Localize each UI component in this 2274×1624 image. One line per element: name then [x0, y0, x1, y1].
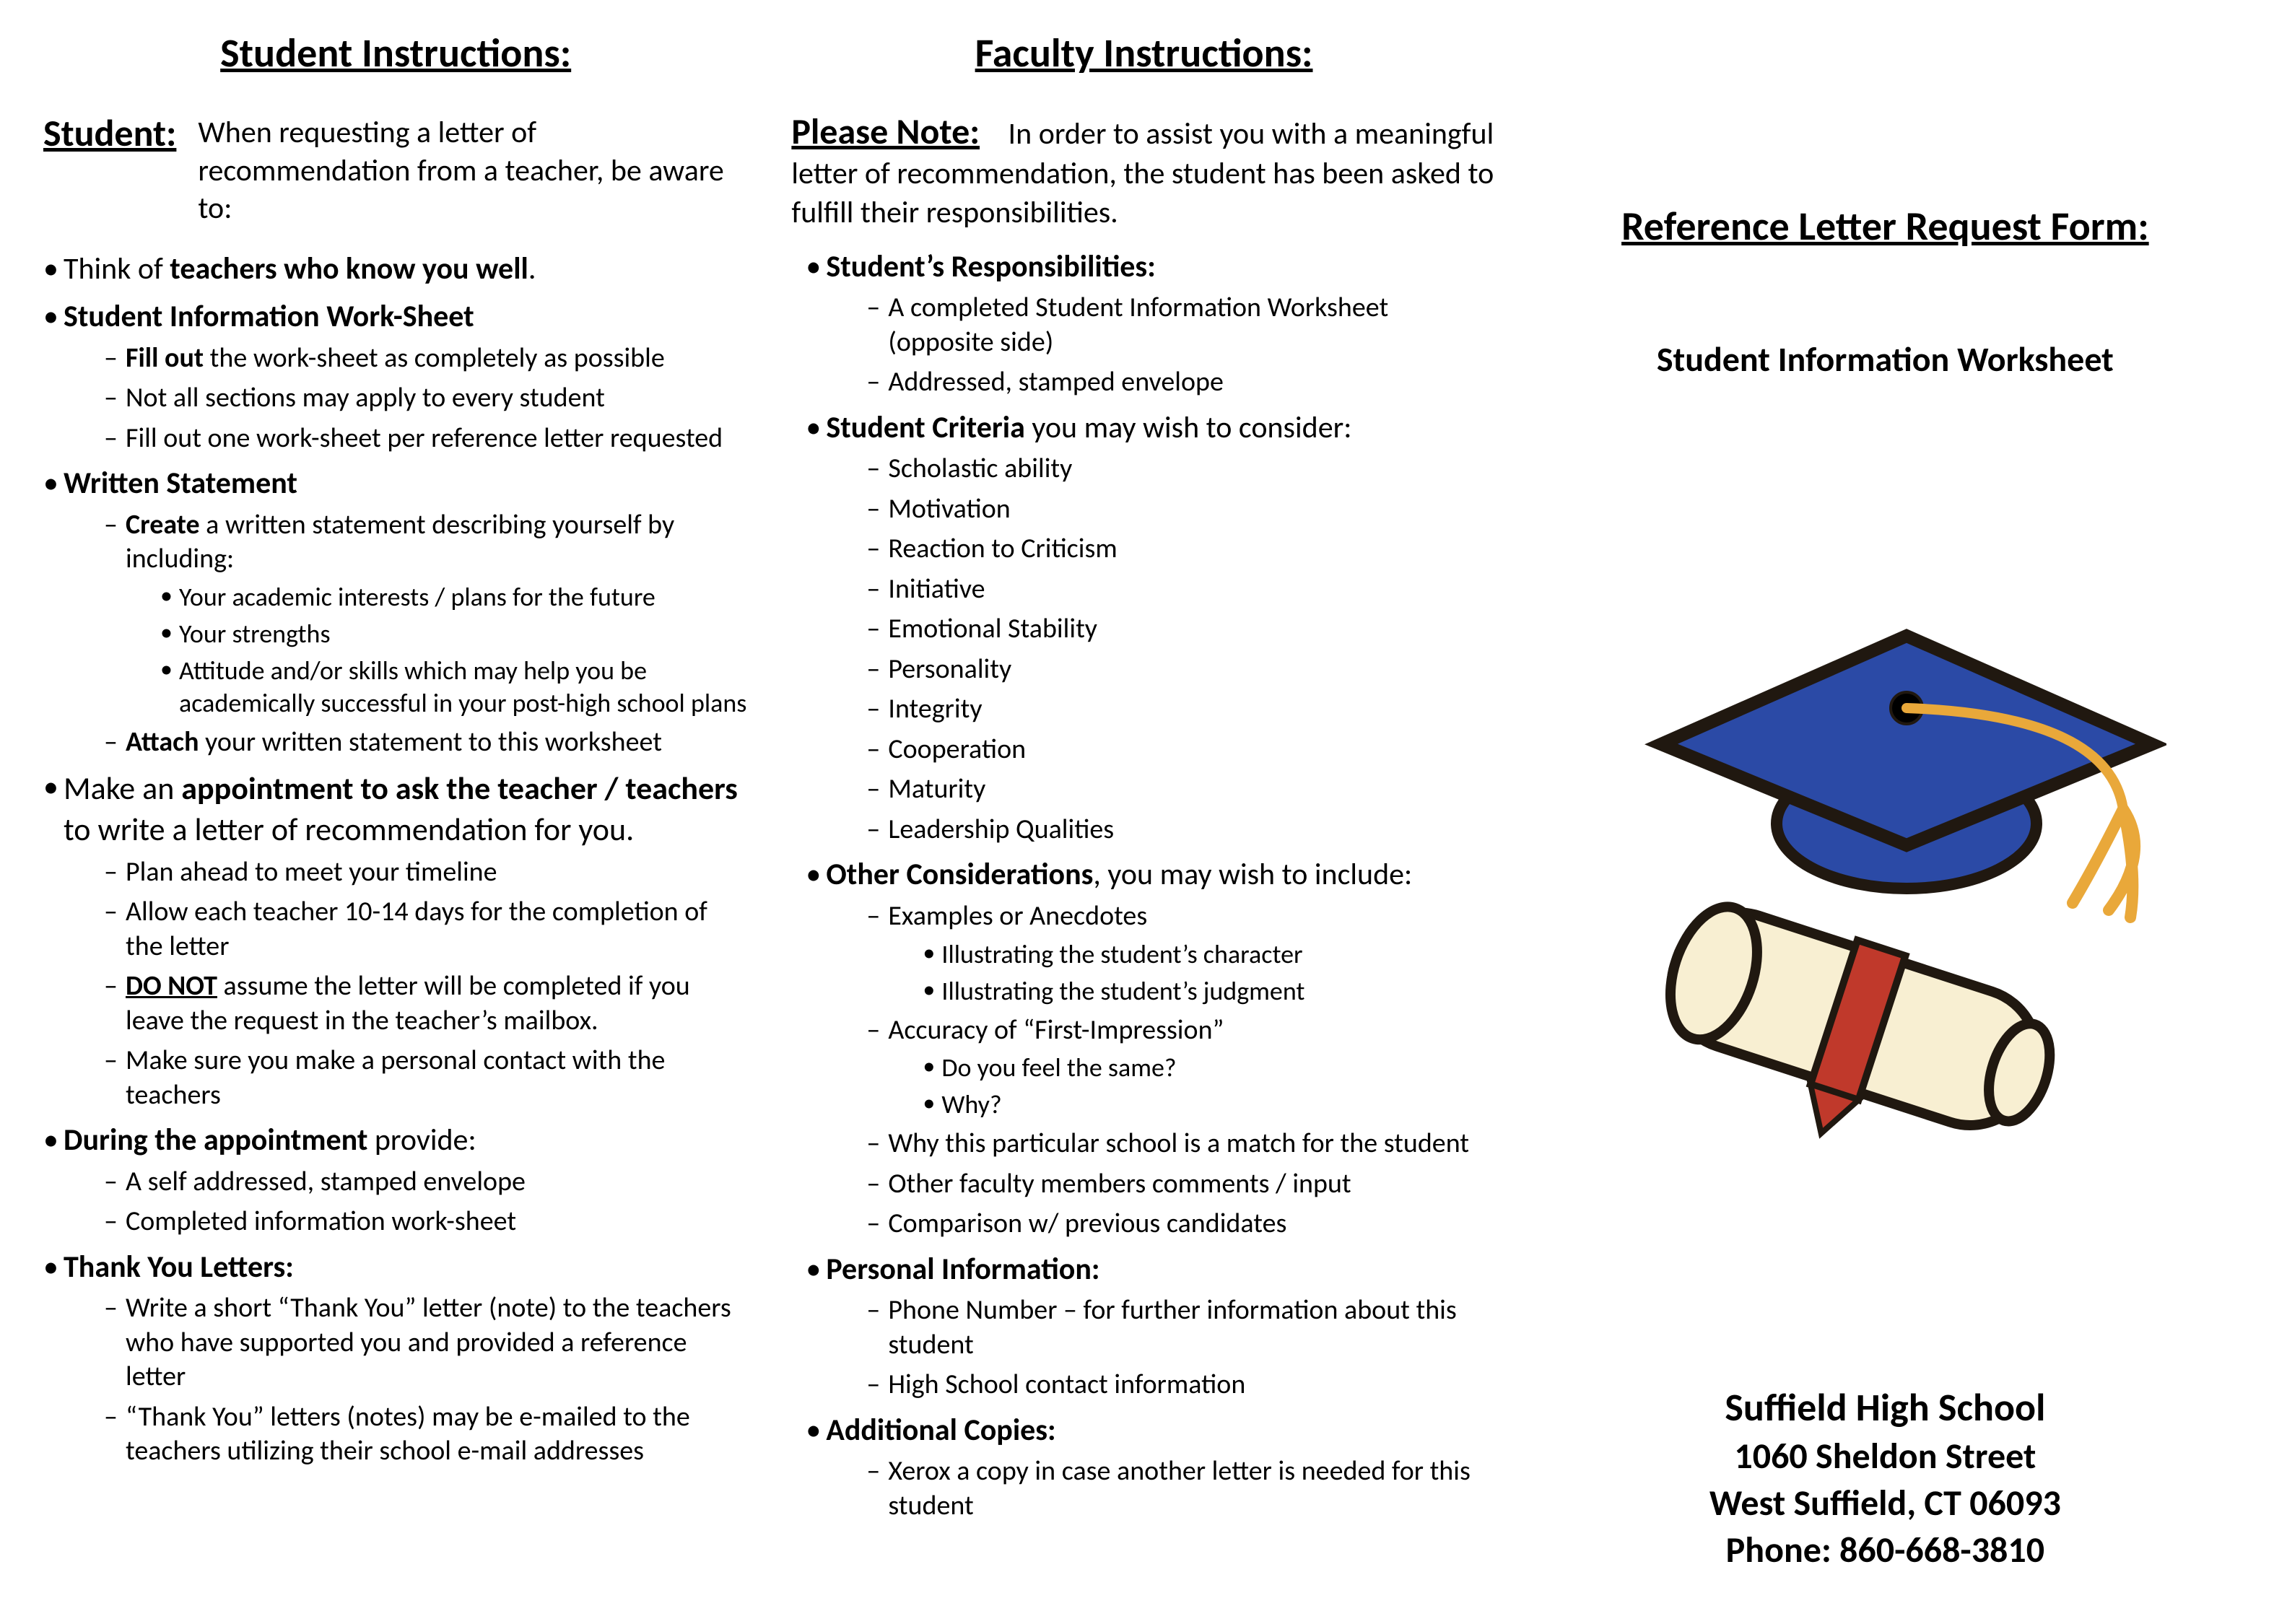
cover-title: Reference Letter Request Form:	[1540, 202, 2231, 251]
graduation-cap-diploma-icon	[1603, 607, 2166, 1156]
crit-motivation: Motivation	[866, 492, 1496, 527]
student-item-appointment: Make an appointment to ask the teacher /…	[43, 768, 748, 1112]
crit-scholastic: Scholastic ability	[866, 452, 1496, 486]
other-anecdotes: Examples or Anecdotes Illustrating the s…	[866, 899, 1496, 1008]
faculty-item-personal-info: Personal Information: Phone Number – for…	[806, 1250, 1496, 1402]
statement-attitude-skills: Attitude and/or skills which may help yo…	[160, 655, 748, 720]
school-street: 1060 Sheldon Street	[1540, 1433, 2231, 1480]
crit-leadership: Leadership Qualities	[866, 813, 1496, 847]
faculty-item-criteria: Student Criteria you may wish to conside…	[806, 409, 1496, 847]
faculty-item-responsibilities: Student’s Responsibilities: A completed …	[806, 248, 1496, 400]
cover-column: Reference Letter Request Form: Student I…	[1518, 29, 2252, 1595]
crit-initiative: Initiative	[866, 572, 1496, 607]
faculty-lead: Please Note: In order to assist you with…	[791, 114, 1496, 233]
worksheet-not-all-sections: Not all sections may apply to every stud…	[104, 381, 748, 416]
crit-maturity: Maturity	[866, 772, 1496, 807]
other-school-match: Why this particular school is a match fo…	[866, 1127, 1496, 1161]
pi-phone: Phone Number – for further information a…	[866, 1293, 1496, 1362]
school-city: West Suffield, CT 06093	[1540, 1480, 2231, 1527]
faculty-lead-label: Please Note:	[791, 110, 980, 154]
student-lead-text: When requesting a letter of recommendati…	[198, 114, 748, 228]
other-first-impression: Accuracy of “First-Impression” Do you fe…	[866, 1013, 1496, 1122]
student-item-teachers-know-you: Think of teachers who know you well.	[43, 250, 748, 289]
thankyou-write: Write a short “Thank You” letter (note) …	[104, 1291, 748, 1394]
appt-plan-ahead: Plan ahead to meet your timeline	[104, 855, 748, 890]
statement-attach: Attach your written statement to this wo…	[104, 725, 748, 760]
fi-feel-same: Do you feel the same?	[923, 1052, 1496, 1084]
statement-strengths: Your strengths	[160, 618, 748, 650]
faculty-item-other: Other Considerations, you may wish to in…	[806, 855, 1496, 1241]
crit-integrity: Integrity	[866, 692, 1496, 727]
pi-hs-contact: High School contact information	[866, 1368, 1496, 1402]
graduation-clipart	[1540, 380, 2231, 1382]
statement-academic-interests: Your academic interests / plans for the …	[160, 581, 748, 614]
crit-personality: Personality	[866, 652, 1496, 687]
fi-why: Why?	[923, 1088, 1496, 1121]
student-lead-label: Student:	[43, 114, 176, 228]
statement-create: Create a written statement describing yo…	[104, 508, 748, 720]
school-phone: Phone: 860-668-3810	[1540, 1527, 2231, 1573]
crit-cooperation: Cooperation	[866, 733, 1496, 767]
anec-character: Illustrating the student’s character	[923, 938, 1496, 971]
student-item-worksheet: Student Information Work-Sheet Fill out …	[43, 297, 748, 455]
appt-allow-days: Allow each teacher 10-14 days for the co…	[104, 895, 748, 964]
crit-emotional: Emotional Stability	[866, 612, 1496, 647]
during-envelope: A self addressed, stamped envelope	[104, 1165, 748, 1200]
appt-personal-contact: Make sure you make a personal contact wi…	[104, 1044, 748, 1112]
during-worksheet: Completed information work-sheet	[104, 1205, 748, 1239]
faculty-item-additional-copies: Additional Copies: Xerox a copy in case …	[806, 1411, 1496, 1524]
cover-subtitle: Student Information Worksheet	[1540, 338, 2231, 380]
student-item-during-appt: During the appointment provide: A self a…	[43, 1121, 748, 1239]
resp-envelope: Addressed, stamped envelope	[866, 365, 1496, 400]
student-item-thank-you: Thank You Letters: Write a short “Thank …	[43, 1248, 748, 1469]
faculty-top-list: Student’s Responsibilities: A completed …	[806, 248, 1496, 1532]
thankyou-email: “Thank You” letters (notes) may be e-mai…	[104, 1400, 748, 1469]
worksheet-fill-out: Fill out the work-sheet as completely as…	[104, 341, 748, 376]
student-item-written-statement: Written Statement Create a written state…	[43, 464, 748, 759]
faculty-instructions-title: Faculty Instructions:	[791, 29, 1496, 78]
appt-do-not-assume: DO NOT assume the letter will be complet…	[104, 969, 748, 1038]
school-name: Suffield High School	[1540, 1382, 2231, 1433]
school-address-block: Suffield High School 1060 Sheldon Street…	[1540, 1382, 2231, 1573]
worksheet-one-per-letter: Fill out one work-sheet per reference le…	[104, 422, 748, 456]
other-comparison: Comparison w/ previous candidates	[866, 1207, 1496, 1241]
other-faculty-comments: Other faculty members comments / input	[866, 1167, 1496, 1202]
faculty-instructions-column: Faculty Instructions: Please Note: In or…	[770, 29, 1517, 1595]
resp-worksheet: A completed Student Information Workshee…	[866, 291, 1496, 359]
student-instructions-title: Student Instructions:	[43, 29, 748, 78]
copies-xerox: Xerox a copy in case another letter is n…	[866, 1454, 1496, 1523]
anec-judgment: Illustrating the student’s judgment	[923, 975, 1496, 1008]
student-instructions-column: Student Instructions: Student: When requ…	[22, 29, 770, 1595]
student-lead: Student: When requesting a letter of rec…	[43, 114, 748, 228]
crit-criticism: Reaction to Criticism	[866, 532, 1496, 567]
student-top-list: Think of teachers who know you well. Stu…	[43, 250, 748, 1477]
